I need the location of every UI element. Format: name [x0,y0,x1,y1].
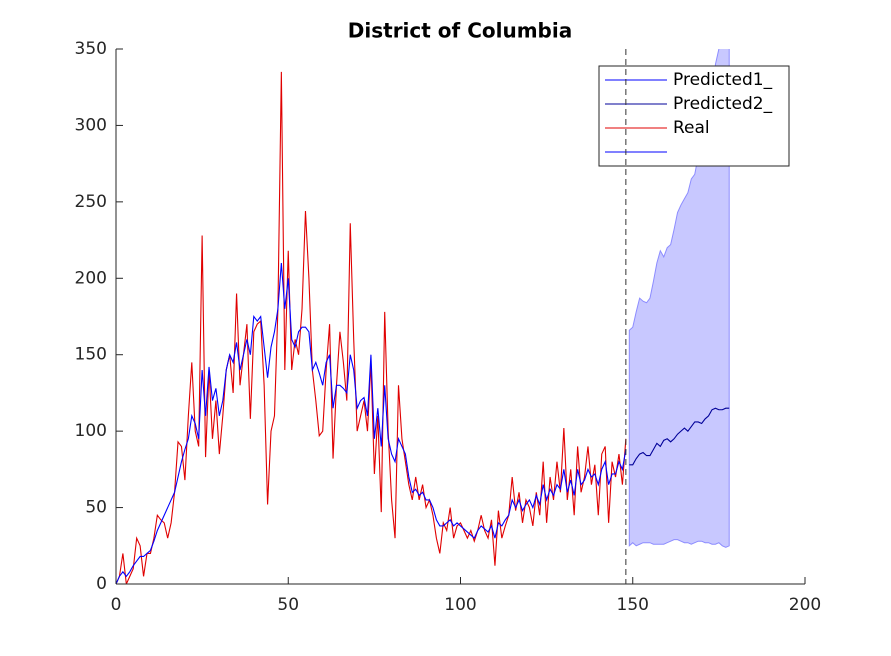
y-tick-label: 50 [85,498,107,518]
legend-label: Real [673,118,710,138]
y-tick-label: 300 [75,115,107,135]
y-tick-label: 200 [75,268,107,288]
legend: Predicted1_ Predicted2_ Real [598,65,790,167]
y-tick-label: 150 [75,345,107,365]
legend-label: Predicted1_ [673,70,773,90]
x-tick-label: 150 [617,595,649,615]
line [116,262,627,584]
confidence-band [628,49,730,548]
chart-title: District of Columbia [348,19,572,43]
line [629,407,730,466]
y-tick-label: 100 [75,421,107,441]
y-tick-label: 350 [75,39,107,59]
y-tick-label: 250 [75,192,107,212]
x-tick-label: 0 [111,595,122,615]
x-tick-label: 50 [277,595,299,615]
y-tick-label: 0 [96,574,107,594]
plot-area [116,49,730,584]
legend-label: Predicted2_ [673,94,773,114]
x-tick-label: 200 [789,595,821,615]
legend-box [598,65,790,167]
x-tick-label: 100 [444,595,476,615]
line [116,71,627,584]
